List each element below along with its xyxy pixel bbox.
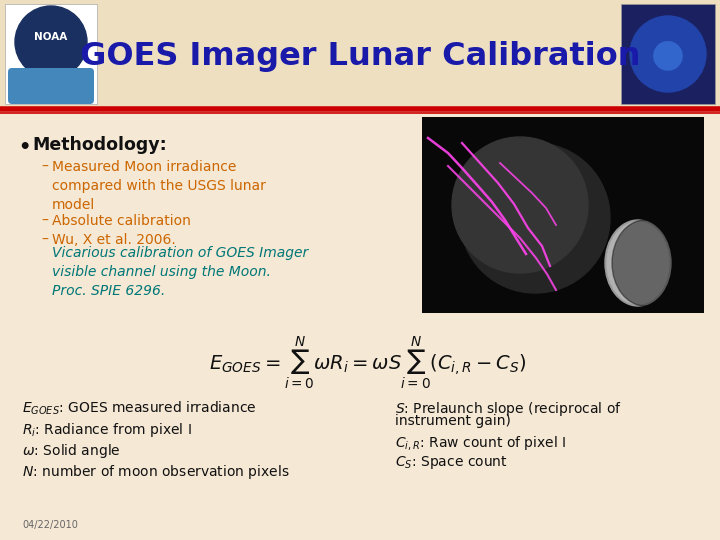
Text: $S$: Prelaunch slope (reciprocal of: $S$: Prelaunch slope (reciprocal of xyxy=(395,400,622,418)
Text: Wu, X et al. 2006.: Wu, X et al. 2006. xyxy=(52,233,180,247)
Circle shape xyxy=(460,143,610,293)
Ellipse shape xyxy=(612,220,678,306)
Text: $N$: number of moon observation pixels: $N$: number of moon observation pixels xyxy=(22,463,289,481)
Text: 04/22/2010: 04/22/2010 xyxy=(22,520,78,530)
Text: $C_{i,R}$: Raw count of pixel I: $C_{i,R}$: Raw count of pixel I xyxy=(395,434,566,452)
Text: Vicarious calibration of GOES Imager
visible channel using the Moon.
Proc. SPIE : Vicarious calibration of GOES Imager vis… xyxy=(52,246,308,298)
Ellipse shape xyxy=(605,220,671,306)
Text: ●: ● xyxy=(651,35,685,73)
Text: $E_{GOES} = \sum_{i=0}^{N} \omega R_i = \omega S \sum_{i=0}^{N}(C_{i,R} - C_S)$: $E_{GOES} = \sum_{i=0}^{N} \omega R_i = … xyxy=(210,334,527,392)
Text: $\omega$: Solid angle: $\omega$: Solid angle xyxy=(22,442,121,460)
Bar xyxy=(0,0,720,108)
Text: Absolute calibration: Absolute calibration xyxy=(52,214,191,228)
Circle shape xyxy=(15,6,87,78)
Text: –: – xyxy=(41,233,48,247)
Text: $R_i$: Radiance from pixel I: $R_i$: Radiance from pixel I xyxy=(22,421,192,439)
Text: –: – xyxy=(41,214,48,228)
Circle shape xyxy=(630,16,706,92)
Text: instrument gain): instrument gain) xyxy=(395,414,511,428)
Bar xyxy=(621,4,715,104)
Text: Measured Moon irradiance
compared with the USGS lunar
model: Measured Moon irradiance compared with t… xyxy=(52,160,266,212)
Circle shape xyxy=(452,137,588,273)
Text: Methodology:: Methodology: xyxy=(32,136,167,154)
Bar xyxy=(5,4,97,104)
FancyBboxPatch shape xyxy=(8,68,94,104)
Text: $E_{GOES}$: GOES measured irradiance: $E_{GOES}$: GOES measured irradiance xyxy=(22,400,256,417)
Text: –: – xyxy=(41,160,48,174)
Text: NOAA: NOAA xyxy=(35,32,68,42)
Text: GOES Imager Lunar Calibration: GOES Imager Lunar Calibration xyxy=(80,40,640,71)
Text: •: • xyxy=(18,138,30,157)
Ellipse shape xyxy=(607,222,669,304)
Bar xyxy=(422,117,704,313)
Text: $C_S$: Space count: $C_S$: Space count xyxy=(395,454,508,471)
